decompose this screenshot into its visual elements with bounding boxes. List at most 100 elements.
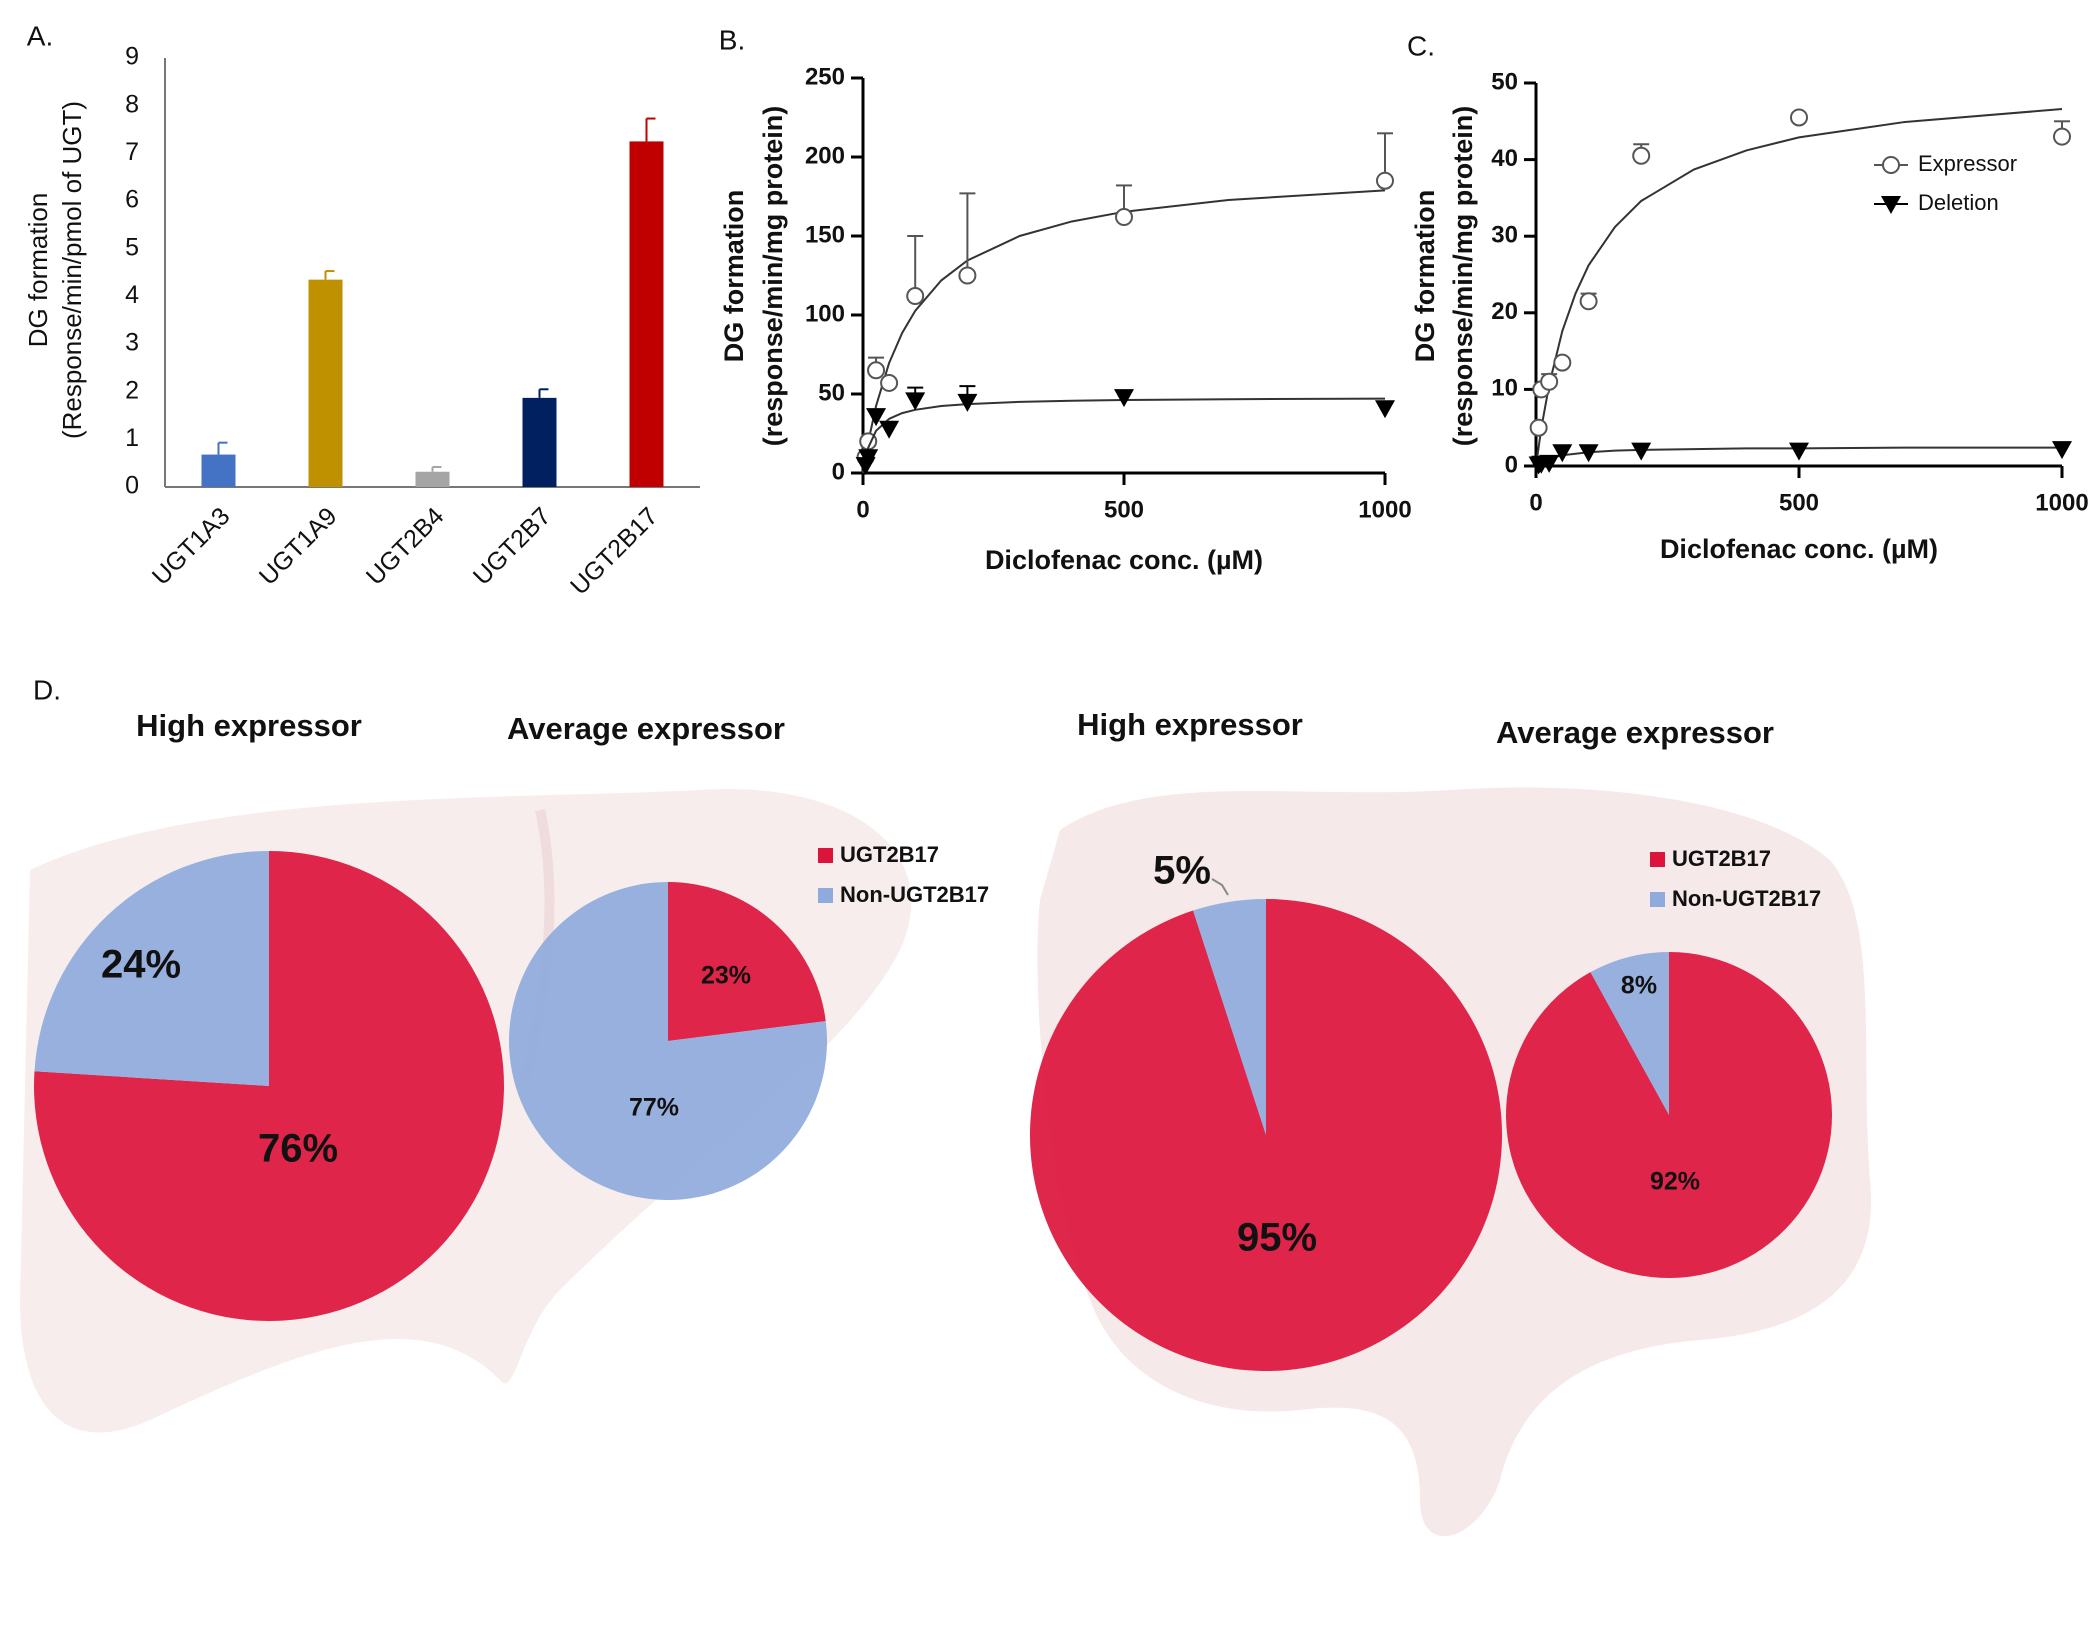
data-point	[958, 266, 977, 285]
y-axis-label: DG formation	[719, 190, 749, 363]
pie-slice	[1590, 952, 1669, 1115]
y-axis-label: (response/min/mg protein)	[758, 106, 788, 447]
y-axis-label: DG formation	[1410, 190, 1440, 363]
data-point	[1114, 389, 1134, 408]
data-point	[1539, 454, 1560, 473]
pie-slice	[1193, 899, 1266, 1135]
y-tick-label: 10	[1491, 375, 1518, 402]
y-tick-label: 0	[832, 458, 845, 485]
legend-marker	[1881, 196, 1901, 214]
y-tick-label: 250	[805, 63, 845, 90]
x-tick-label: 0	[856, 496, 869, 523]
x-tick-label: 1000	[2035, 489, 2088, 516]
pie-slice	[508, 882, 827, 1201]
data-point	[2052, 441, 2072, 460]
y-axis-label: (response/min/mg protein)	[1448, 106, 1478, 447]
data-point	[1376, 171, 1394, 190]
data-point	[866, 408, 887, 427]
pie-slice	[34, 851, 505, 1321]
pie-slice	[668, 882, 826, 1041]
x-axis-label: Diclofenac conc. (µM)	[1660, 534, 1938, 564]
data-point	[858, 449, 879, 468]
y-tick-label: 0	[1505, 451, 1518, 478]
legend-swatch	[1650, 892, 1665, 907]
bar	[522, 397, 557, 487]
x-tick-label: 1000	[1358, 496, 1411, 523]
legend-swatch	[818, 848, 833, 863]
y-tick-label: 100	[805, 300, 845, 327]
data-point	[1553, 353, 1572, 372]
bar	[308, 279, 343, 487]
leader-line	[1211, 878, 1229, 896]
data-point	[1115, 208, 1133, 227]
panel-label: D.	[33, 674, 61, 705]
pie-value-label: 95%	[1237, 1216, 1317, 1260]
panel-label: A.	[27, 20, 53, 51]
x-tick-label: 500	[1779, 489, 1819, 516]
data-point	[1790, 108, 1808, 127]
pie-title: High expressor	[136, 708, 362, 743]
bar	[629, 141, 664, 487]
y-tick-label: 6	[125, 186, 139, 214]
y-tick-label: 4	[125, 281, 139, 309]
bar	[201, 454, 236, 487]
pie-title: Average expressor	[507, 711, 785, 746]
pie-slice	[1505, 952, 1832, 1278]
y-axis-label: (Response/min/pmol of UGT)	[57, 101, 87, 439]
legend-label: Non-UGT2B17	[840, 882, 989, 907]
y-tick-label: 50	[1491, 68, 1518, 95]
data-point	[1579, 292, 1598, 311]
pie-slice	[1029, 899, 1502, 1371]
pie-value-label: 77%	[629, 1094, 679, 1122]
data-point	[1375, 400, 1395, 419]
legend-label: Expressor	[1918, 151, 2017, 176]
y-tick-label: 3	[125, 329, 139, 357]
pie-value-label: 23%	[701, 962, 751, 990]
data-point	[1540, 372, 1559, 391]
data-point	[1632, 146, 1651, 165]
y-tick-label: 0	[125, 472, 139, 500]
pie-title: High expressor	[1077, 707, 1303, 742]
y-tick-label: 50	[818, 379, 845, 406]
y-tick-label: 150	[805, 221, 845, 248]
pie-value-label: 92%	[1650, 1168, 1700, 1196]
y-tick-label: 30	[1491, 222, 1518, 249]
data-point	[1529, 418, 1548, 437]
x-tick-label: 0	[1529, 489, 1542, 516]
pie-value-label: 5%	[1153, 849, 1211, 893]
data-point	[867, 361, 886, 380]
legend-label: UGT2B17	[1672, 846, 1771, 871]
y-axis-label: DG formation	[23, 193, 53, 348]
pie-slice	[34, 851, 270, 1086]
y-tick-label: 5	[125, 233, 139, 261]
legend-label: Non-UGT2B17	[1672, 886, 1821, 911]
bar	[415, 471, 450, 487]
pie-title: Average expressor	[1496, 715, 1774, 750]
data-point	[879, 420, 900, 439]
data-point	[1552, 444, 1573, 463]
pie-value-label: 24%	[101, 943, 181, 987]
legend-swatch	[818, 888, 833, 903]
legend-label: Deletion	[1918, 190, 1999, 215]
y-tick-label: 8	[125, 90, 139, 118]
y-tick-label: 200	[805, 142, 845, 169]
data-point	[906, 287, 925, 306]
pie-value-label: 76%	[258, 1127, 338, 1171]
panel-label: B.	[719, 24, 745, 55]
legend-marker	[1882, 156, 1900, 174]
panel-label: C.	[1407, 30, 1435, 61]
data-point	[880, 373, 899, 392]
data-point	[1631, 442, 1652, 461]
y-tick-label: 40	[1491, 145, 1518, 172]
data-point	[1578, 444, 1599, 463]
x-tick-label: 500	[1104, 496, 1144, 523]
y-tick-label: 1	[125, 424, 139, 452]
y-tick-label: 20	[1491, 298, 1518, 325]
data-point	[1789, 442, 1809, 461]
x-axis-label: Diclofenac conc. (µM)	[985, 545, 1263, 575]
legend-swatch	[1650, 852, 1665, 867]
y-tick-label: 9	[125, 43, 139, 71]
y-tick-label: 7	[125, 138, 139, 166]
pie-value-label: 8%	[1621, 972, 1657, 1000]
